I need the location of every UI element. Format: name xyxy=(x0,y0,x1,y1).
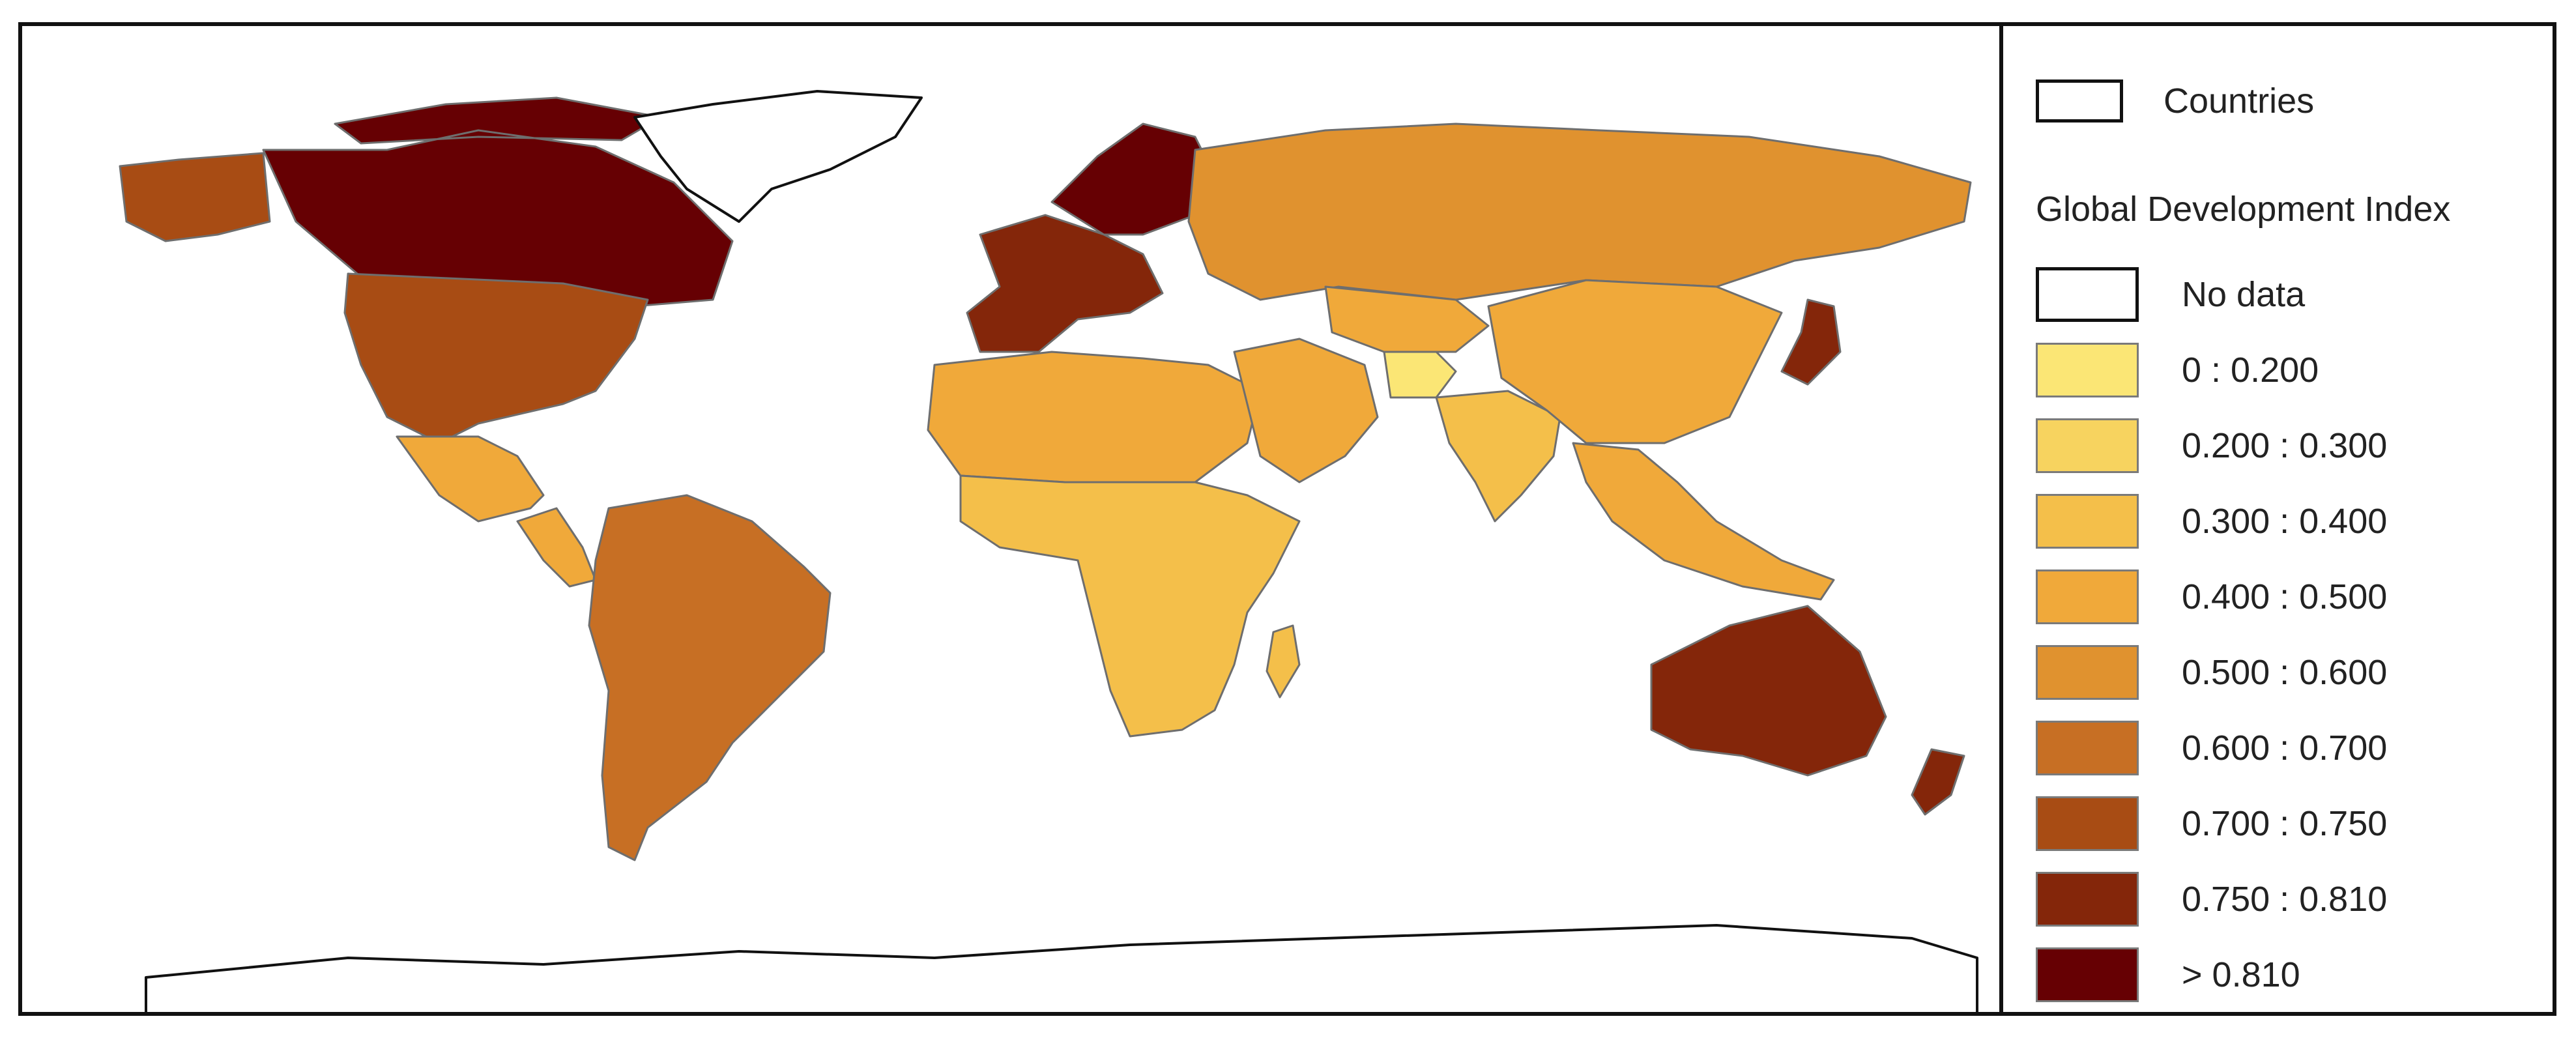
legend-class-row: No data xyxy=(2036,267,2305,322)
legend-class-row: 0 : 0.200 xyxy=(2036,343,2319,397)
countries-swatch xyxy=(2036,79,2123,123)
legend-countries-row: Countries xyxy=(2036,79,2314,123)
legend-class-row: 0.600 : 0.700 xyxy=(2036,721,2387,775)
region-antarctica xyxy=(145,924,1978,1012)
region-canada xyxy=(262,96,734,308)
legend-class-label: 0.600 : 0.700 xyxy=(2182,728,2388,768)
legend-class-row: 0.750 : 0.810 xyxy=(2036,872,2387,927)
region-central-america xyxy=(516,507,597,588)
legend-class-row: 0.700 : 0.750 xyxy=(2036,796,2387,851)
region-russia xyxy=(1187,123,1972,301)
region-south-america xyxy=(588,494,832,861)
region-australia xyxy=(1650,605,1887,777)
legend-panel: Countries Global Development Index No da… xyxy=(2003,26,2553,1012)
region-afghanistan xyxy=(1383,344,1457,399)
region-north-africa xyxy=(927,351,1262,483)
region-mexico xyxy=(396,435,545,523)
legend-class-row: 0.200 : 0.300 xyxy=(2036,418,2387,473)
legend-class-label: 0.700 : 0.750 xyxy=(2182,804,2388,843)
countries-label: Countries xyxy=(2164,81,2315,121)
legend-class-label: 0.200 : 0.300 xyxy=(2182,426,2388,465)
legend-class-label: No data xyxy=(2182,275,2306,314)
map-frame: Countries Global Development Index No da… xyxy=(18,22,2556,1016)
region-usa xyxy=(343,272,649,444)
region-greenland xyxy=(633,90,923,223)
legend-swatch xyxy=(2036,494,2139,549)
legend-swatch xyxy=(2036,645,2139,700)
region-alaska xyxy=(119,152,271,242)
legend-swatch xyxy=(2036,872,2139,927)
legend-class-row: 0.400 : 0.500 xyxy=(2036,569,2387,624)
world-map xyxy=(22,26,2003,1012)
legend-class-label: 0.300 : 0.400 xyxy=(2182,502,2388,541)
region-new-zealand xyxy=(1911,748,1965,816)
region-india xyxy=(1435,390,1561,523)
legend-swatch xyxy=(2036,569,2139,624)
region-western-europe xyxy=(966,214,1164,353)
legend-class-row: 0.300 : 0.400 xyxy=(2036,494,2387,549)
legend-swatch xyxy=(2036,267,2139,322)
legend-swatch xyxy=(2036,721,2139,775)
region-middle-east xyxy=(1233,338,1379,483)
legend-class-label: > 0.810 xyxy=(2182,955,2300,994)
legend-class-label: 0.400 : 0.500 xyxy=(2182,577,2388,616)
legend-class-label: 0 : 0.200 xyxy=(2182,351,2319,390)
legend-swatch xyxy=(2036,947,2139,1002)
legend-class-row: 0.500 : 0.600 xyxy=(2036,645,2387,700)
legend-class-label: 0.500 : 0.600 xyxy=(2182,653,2388,692)
region-sub-saharan-africa xyxy=(959,474,1301,738)
legend-class-label: 0.750 : 0.810 xyxy=(2182,880,2388,919)
region-madagascar xyxy=(1266,624,1301,699)
region-central-asia xyxy=(1324,285,1490,353)
legend-title: Global Development Index xyxy=(2036,190,2451,229)
region-japan xyxy=(1780,298,1842,386)
map-svg xyxy=(119,90,1978,1012)
legend-swatch xyxy=(2036,343,2139,397)
legend-swatch xyxy=(2036,796,2139,851)
region-china xyxy=(1487,279,1783,444)
legend-class-row: > 0.810 xyxy=(2036,947,2300,1002)
region-southeast-asia xyxy=(1572,442,1835,601)
legend-swatch xyxy=(2036,418,2139,473)
